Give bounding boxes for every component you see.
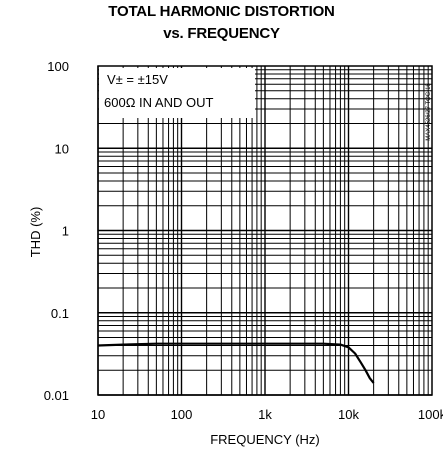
y-tick-label: 0.01	[44, 388, 69, 403]
x-axis-label: FREQUENCY (Hz)	[210, 432, 320, 447]
thd-curve	[97, 342, 375, 384]
annotation-box: V± = ±15V 600Ω IN AND OUT	[99, 68, 255, 118]
y-tick-label: 0.1	[51, 306, 69, 321]
load-annotation: 600Ω IN AND OUT	[104, 95, 213, 110]
plot-frame	[97, 65, 433, 396]
series-layer	[97, 342, 375, 384]
y-axis-label: THD (%)	[28, 207, 43, 258]
figure-reference: MAX4526/27 TOC-16	[426, 83, 432, 141]
supply-voltage-annotation: V± = ±15V	[107, 72, 168, 87]
x-tick-label: 10	[91, 407, 105, 422]
y-tick-label: 1	[62, 224, 69, 239]
tick-labels: 10 100 1k 10k 100k 100 10 1 0.1 0.01	[44, 59, 443, 422]
x-tick-label: 100	[171, 407, 193, 422]
chart-title: TOTAL HARMONIC DISTORTION	[108, 3, 335, 20]
y-tick-label: 100	[47, 59, 69, 74]
y-tick-label: 10	[55, 141, 69, 156]
x-tick-label: 1k	[258, 407, 272, 422]
x-tick-label: 100k	[418, 407, 443, 422]
chart-subtitle: vs. FREQUENCY	[163, 25, 280, 42]
x-tick-label: 10k	[338, 407, 359, 422]
